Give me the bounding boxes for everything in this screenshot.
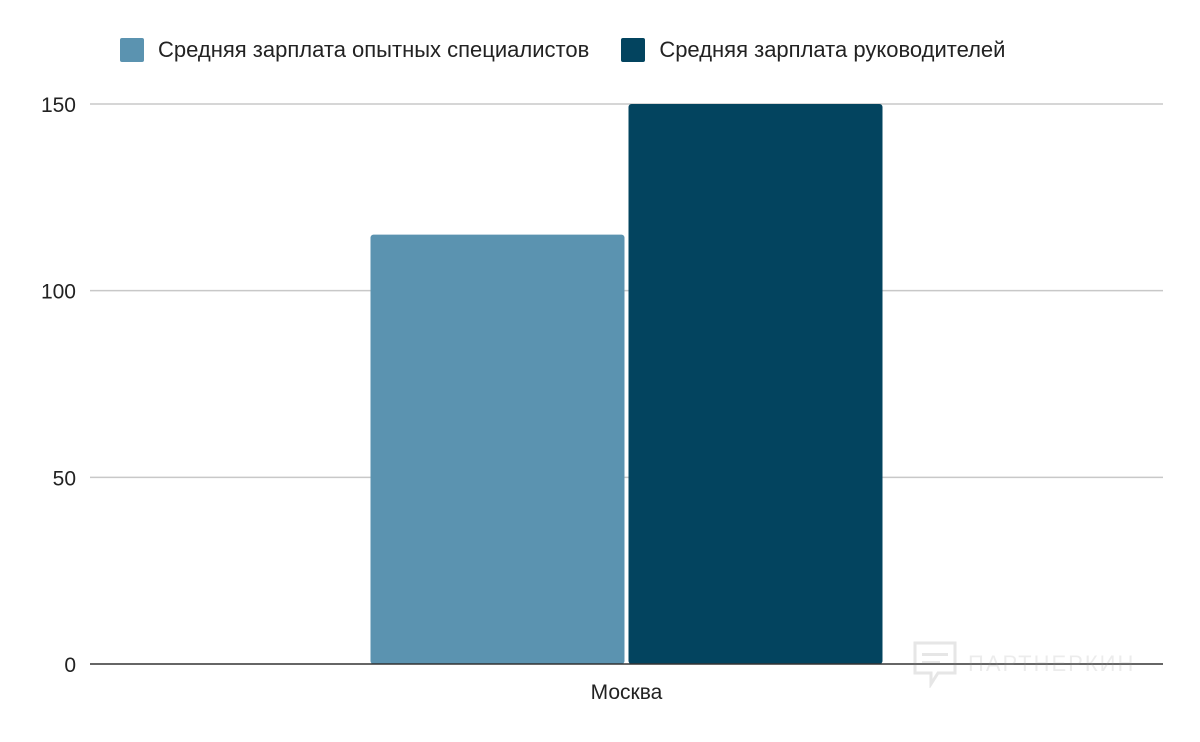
watermark-text: ПАРТНЕРКИН [968, 651, 1136, 676]
x-axis-labels: Москва [591, 681, 663, 704]
legend-item-specialists: Средняя зарплата опытных специалистов [120, 37, 589, 63]
y-axis-ticks: 0 50 100 150 [41, 94, 76, 677]
gridlines [90, 103, 1163, 479]
legend-label-specialists: Средняя зарплата опытных специалистов [158, 37, 590, 62]
y-tick-label: 150 [41, 94, 76, 117]
legend-swatch-managers [621, 38, 646, 62]
bar-series-1-0 [628, 104, 883, 664]
y-tick-label: 50 [53, 467, 76, 490]
y-tick-label: 100 [41, 281, 76, 304]
chart-legend: Средняя зарплата опытных специалистов Ср… [120, 37, 1005, 63]
legend-item-managers: Средняя зарплата руководителей [621, 37, 1005, 63]
bars [370, 104, 883, 664]
watermark: ПАРТНЕРКИН [912, 640, 1135, 688]
legend-swatch-specialists [120, 38, 144, 62]
chat-bubble-icon [913, 641, 957, 688]
x-category-label: Москва [591, 681, 663, 704]
bar-series-0-0 [370, 234, 625, 664]
legend-label-managers: Средняя зарплата руководителей [659, 37, 1006, 62]
y-tick-label: 0 [64, 654, 76, 677]
